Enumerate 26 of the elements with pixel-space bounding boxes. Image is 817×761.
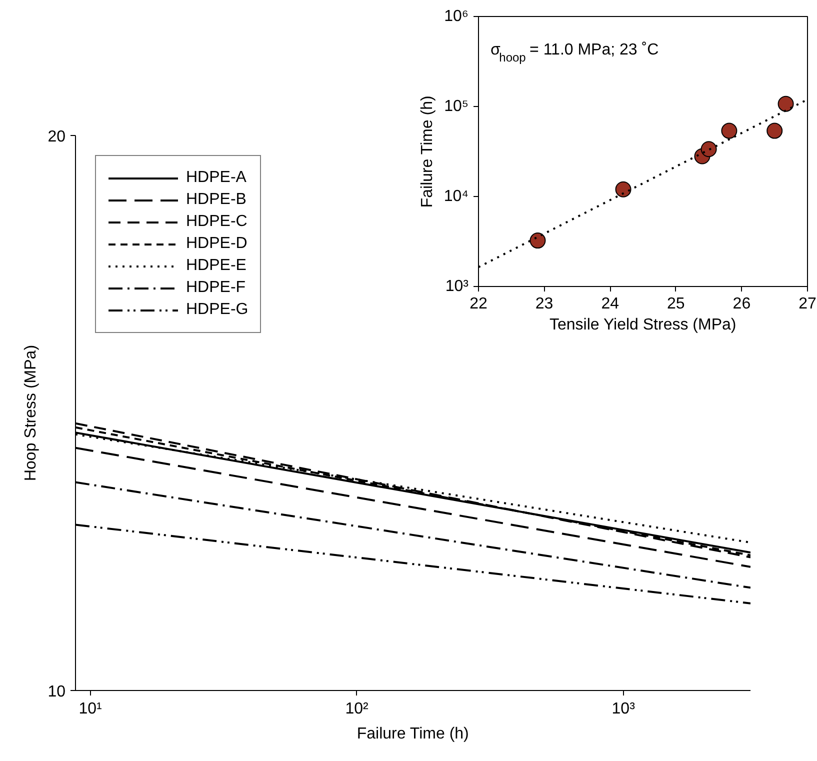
y-tick-label: 20 — [48, 128, 66, 146]
legend-label: HDPE-F — [186, 279, 246, 297]
x-axis-title: Tensile Yield Stress (MPa) — [549, 316, 736, 334]
legend-label: HDPE-G — [186, 301, 248, 319]
y-tick-label: 10⁵ — [444, 98, 469, 115]
x-tick-label: 25 — [667, 296, 685, 312]
y-axis-title: Hoop Stress (MPa) — [22, 344, 40, 482]
legend-label: HDPE-B — [186, 191, 246, 209]
x-tick-label: 24 — [601, 296, 620, 312]
y-tick-label: 10 — [48, 684, 66, 700]
y-tick-label: 10⁶ — [444, 8, 469, 25]
x-tick-label: 27 — [798, 296, 816, 312]
legend-label: HDPE-A — [186, 169, 246, 187]
legend-label: HDPE-E — [186, 257, 246, 275]
x-axis-title: Failure Time (h) — [356, 726, 469, 742]
x-tick-label: 10² — [345, 700, 370, 718]
x-tick-label: 22 — [470, 296, 488, 312]
x-tick-label: 23 — [535, 296, 554, 312]
x-tick-label: 10¹ — [78, 700, 102, 718]
y-tick-label: 10³ — [445, 278, 470, 295]
legend-label: HDPE-C — [186, 213, 248, 231]
x-tick-label: 10³ — [612, 700, 636, 718]
y-tick-label: 10⁴ — [444, 188, 469, 205]
y-axis-title: Failure Time (h) — [418, 96, 436, 208]
legend-label: HDPE-D — [186, 235, 248, 253]
x-tick-label: 26 — [732, 296, 751, 312]
